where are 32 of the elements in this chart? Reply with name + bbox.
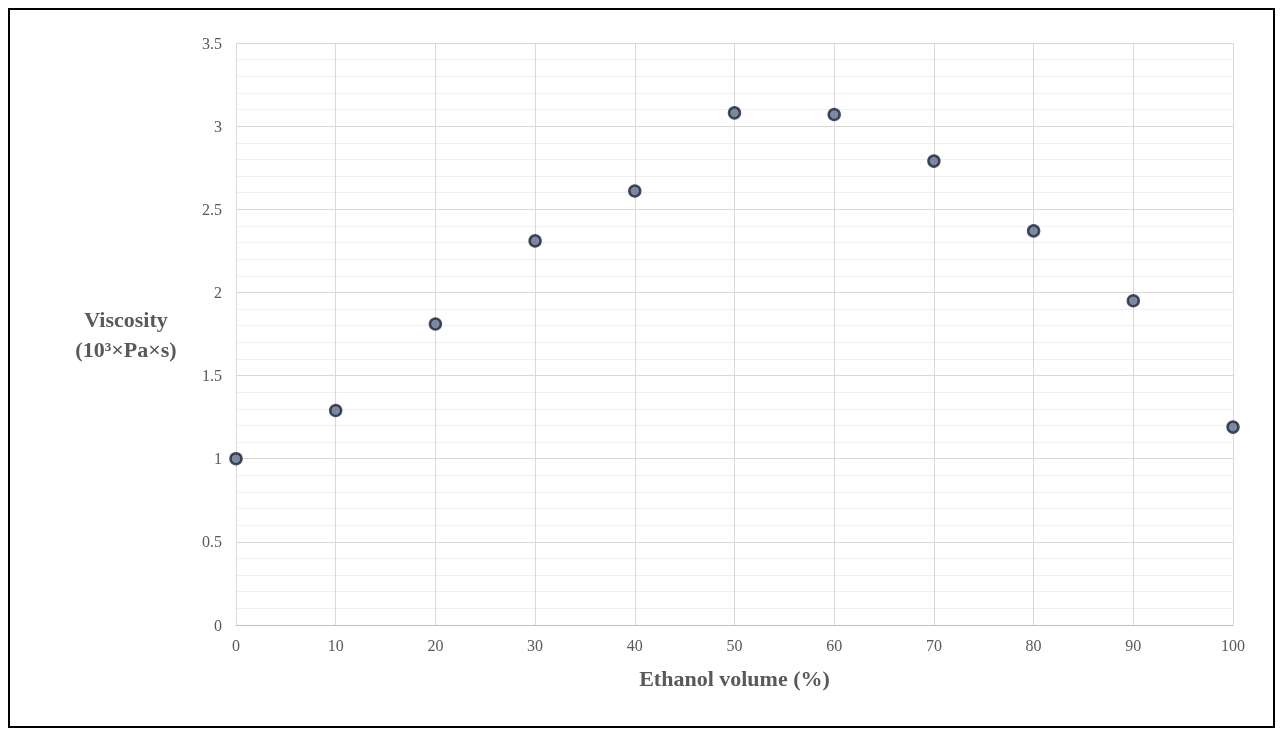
x-tick-label: 60 xyxy=(826,636,843,654)
point xyxy=(1126,294,1141,308)
point xyxy=(727,106,742,120)
y-tick-label: 2 xyxy=(214,283,222,301)
point xyxy=(1026,224,1041,238)
x-tick-label: 80 xyxy=(1025,636,1042,654)
x-tick-label: 30 xyxy=(527,636,544,654)
point xyxy=(628,184,642,198)
point xyxy=(229,451,243,466)
y-tick-label: 0 xyxy=(214,616,222,634)
x-axis-title: Ethanol volume (%) xyxy=(639,665,830,691)
x-tick-label: 50 xyxy=(726,636,743,654)
y-tick-label: 0.5 xyxy=(202,533,222,551)
x-tick-label: 90 xyxy=(1125,636,1142,654)
x-tick-label: 10 xyxy=(327,636,344,654)
point xyxy=(927,154,941,168)
y-axis-title: Viscosity (10³×Pa×s) xyxy=(75,306,177,362)
x-tick-label: 0 xyxy=(232,636,240,654)
x-tick-label: 70 xyxy=(925,636,942,654)
y-tick-label: 3 xyxy=(214,117,222,135)
point xyxy=(328,403,343,418)
x-tick-label: 20 xyxy=(427,636,444,654)
y-tick-label: 3.5 xyxy=(202,34,222,52)
point xyxy=(528,234,542,248)
point xyxy=(428,317,443,331)
x-tick-label: 100 xyxy=(1221,636,1245,654)
x-tick-label: 40 xyxy=(626,636,643,654)
y-tick-label: 2.5 xyxy=(202,200,222,218)
point xyxy=(1226,420,1240,434)
point xyxy=(827,107,841,122)
y-tick-label: 1 xyxy=(214,450,222,468)
y-tick-label: 1.5 xyxy=(202,367,222,385)
